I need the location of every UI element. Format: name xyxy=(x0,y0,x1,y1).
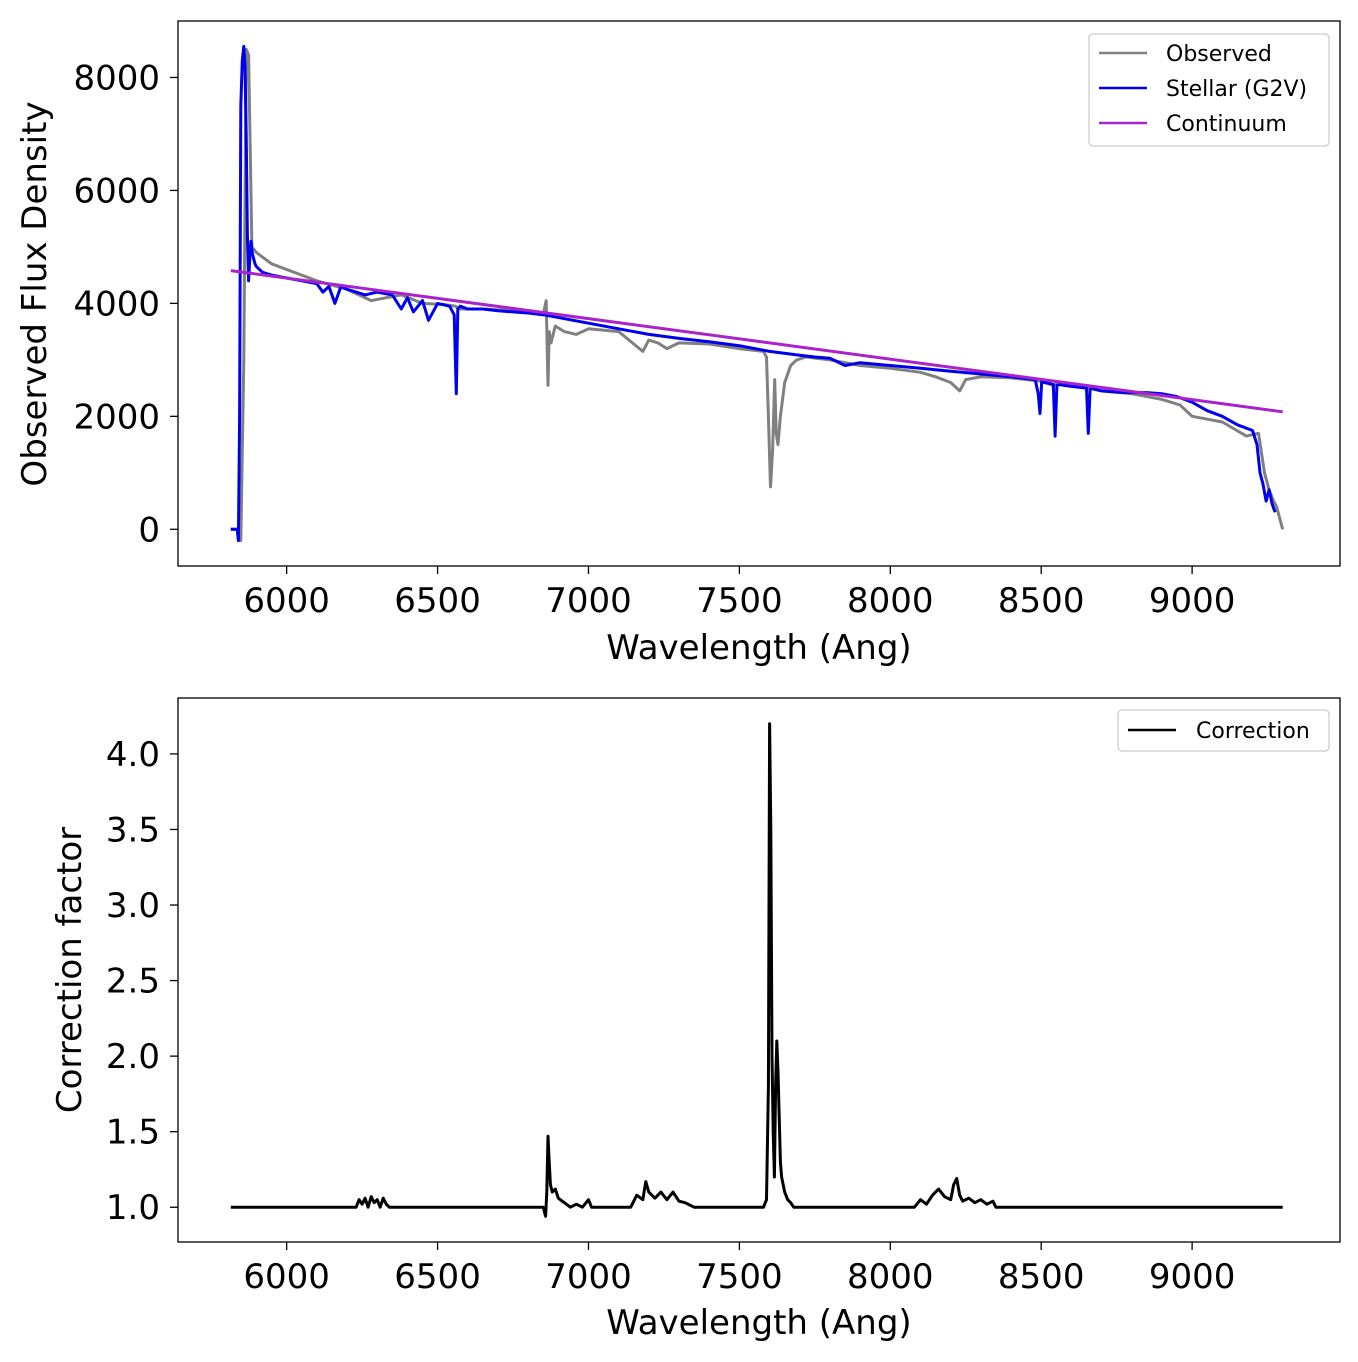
correction-series-correction xyxy=(230,722,1283,1218)
correction-y-tick-label: 1.5 xyxy=(106,1113,160,1153)
correction-legend: Correction xyxy=(1117,709,1330,752)
correction-y-tick-label: 2.5 xyxy=(106,962,160,1002)
flux-y-tick-label: 8000 xyxy=(73,58,160,98)
flux-x-tick-label: 7000 xyxy=(545,581,632,621)
correction-y-tick-label: 3.5 xyxy=(106,810,160,850)
legend-observed-label: Observed xyxy=(1166,42,1272,67)
flux-y-tick-label: 4000 xyxy=(73,284,160,324)
flux-x-tick-label: 8000 xyxy=(847,581,934,621)
flux-x-tick-label: 9000 xyxy=(1149,581,1236,621)
flux-y-tick-label: 2000 xyxy=(73,397,160,437)
flux-y-ticks: 0 2000 4000 6000 8000 xyxy=(73,58,178,550)
flux-y-tick-label: 6000 xyxy=(73,171,160,211)
flux-x-tick-label: 6500 xyxy=(394,581,481,621)
legend-continuum-label: Continuum xyxy=(1166,112,1287,137)
flux-legend-box xyxy=(1088,33,1330,147)
flux-axes-frame xyxy=(177,20,1341,567)
flux-x-tick-label: 7500 xyxy=(696,581,783,621)
flux-legend: Observed Stellar (G2V) Continuum xyxy=(1088,33,1330,147)
flux-x-tick-label: 6000 xyxy=(243,581,330,621)
correction-y-tick-label: 4.0 xyxy=(106,735,160,775)
correction-axes-frame xyxy=(177,697,1341,1243)
flux-series-layer xyxy=(230,44,1285,543)
flux-y-axis-label: Observed Flux Density xyxy=(15,101,55,486)
correction-y-tick-label: 2.0 xyxy=(106,1037,160,1077)
correction-y-tick-label: 1.0 xyxy=(106,1188,160,1228)
correction-series-layer xyxy=(230,722,1283,1218)
flux-series-stellar-g2v xyxy=(230,44,1277,543)
correction-legend-box xyxy=(1117,709,1330,752)
correction-y-ticks: 1.0 1.5 2.0 2.5 3.0 3.5 4.0 xyxy=(106,735,178,1228)
correction-x-tick-label: 7500 xyxy=(696,1257,783,1297)
flux-y-tick-label: 0 xyxy=(138,510,160,550)
correction-y-tick-label: 3.0 xyxy=(106,886,160,926)
correction-x-tick-label: 9000 xyxy=(1149,1257,1236,1297)
legend-correction-label: Correction xyxy=(1196,719,1310,744)
correction-y-axis-label: Correction factor xyxy=(50,827,90,1113)
correction-x-tick-label: 7000 xyxy=(545,1257,632,1297)
flux-panel: 6000 6500 7000 7500 8000 8500 9000 0 2000 4000 60… xyxy=(15,20,1341,668)
correction-x-ticks: 6000 6500 7000 7500 8000 8500 9000 xyxy=(243,1242,1235,1297)
correction-x-tick-label: 6500 xyxy=(394,1257,481,1297)
flux-x-tick-label: 8500 xyxy=(998,581,1085,621)
correction-x-tick-label: 8000 xyxy=(847,1257,934,1297)
flux-series-continuum xyxy=(230,269,1283,414)
flux-x-axis-label: Wavelength (Ang) xyxy=(606,628,911,668)
correction-panel: 6000 6500 7000 7500 8000 8500 9000 1.0 1.5 2.0 2.… xyxy=(50,697,1341,1343)
correction-x-tick-label: 6000 xyxy=(243,1257,330,1297)
legend-stellar-label: Stellar (G2V) xyxy=(1166,77,1307,102)
correction-x-tick-label: 8500 xyxy=(998,1257,1085,1297)
correction-x-axis-label: Wavelength (Ang) xyxy=(606,1303,911,1343)
flux-x-ticks: 6000 6500 7000 7500 8000 8500 9000 xyxy=(243,566,1235,621)
